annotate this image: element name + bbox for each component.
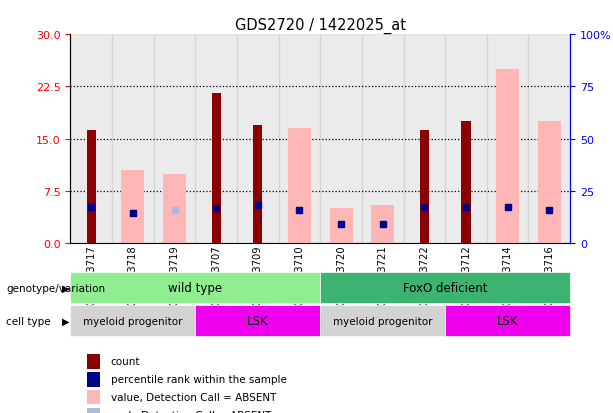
Bar — [112, 35, 154, 244]
Text: wild type: wild type — [169, 282, 223, 294]
Bar — [121, 171, 145, 244]
Bar — [154, 35, 196, 244]
Bar — [88, 372, 101, 387]
Bar — [371, 205, 394, 244]
Bar — [445, 35, 487, 244]
Bar — [88, 354, 101, 369]
Bar — [253, 126, 262, 244]
Text: LSK: LSK — [247, 315, 268, 328]
Text: myeloid progenitor: myeloid progenitor — [333, 316, 433, 326]
Bar — [70, 306, 196, 337]
Text: value, Detection Call = ABSENT: value, Detection Call = ABSENT — [111, 392, 276, 402]
Bar — [487, 35, 528, 244]
Text: rank, Detection Call = ABSENT: rank, Detection Call = ABSENT — [111, 410, 271, 413]
Text: ▶: ▶ — [62, 283, 69, 293]
Bar — [88, 408, 101, 413]
Bar — [237, 35, 279, 244]
Bar — [88, 390, 101, 404]
Bar — [330, 209, 352, 244]
Bar — [279, 35, 321, 244]
Bar — [496, 70, 519, 244]
Bar — [362, 35, 403, 244]
Text: cell type: cell type — [6, 316, 51, 326]
Bar — [528, 35, 570, 244]
Text: ▶: ▶ — [62, 316, 69, 326]
Bar — [445, 306, 570, 337]
Bar — [70, 273, 320, 304]
Bar — [86, 131, 96, 244]
Bar — [420, 131, 429, 244]
Bar — [211, 94, 221, 244]
Text: FoxO deficient: FoxO deficient — [403, 282, 487, 294]
Text: LSK: LSK — [497, 315, 519, 328]
Bar — [70, 35, 112, 244]
Bar — [462, 122, 471, 244]
Bar — [163, 174, 186, 244]
Title: GDS2720 / 1422025_at: GDS2720 / 1422025_at — [235, 18, 406, 34]
Text: percentile rank within the sample: percentile rank within the sample — [111, 374, 287, 384]
Bar — [320, 273, 570, 304]
Bar — [538, 122, 561, 244]
Text: genotype/variation: genotype/variation — [6, 283, 105, 293]
Bar — [196, 35, 237, 244]
Bar — [320, 35, 362, 244]
Bar — [403, 35, 445, 244]
Bar — [288, 129, 311, 244]
Text: myeloid progenitor: myeloid progenitor — [83, 316, 183, 326]
Bar — [320, 306, 445, 337]
Text: count: count — [111, 356, 140, 366]
Bar — [196, 306, 320, 337]
